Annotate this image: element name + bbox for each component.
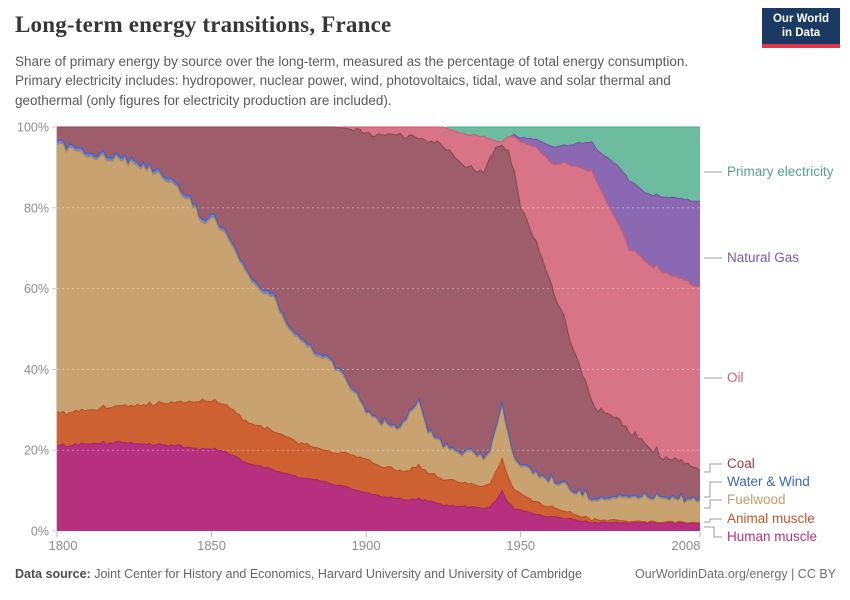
legend-label-oil[interactable]: Oil <box>727 370 744 385</box>
legend-label-water-wind[interactable]: Water & Wind <box>727 474 810 489</box>
y-axis-tick-label: 20% <box>24 444 49 458</box>
line-oil <box>338 126 701 287</box>
legend-label-animal-muscle[interactable]: Animal muscle <box>727 511 815 526</box>
line-human-muscle <box>56 440 701 525</box>
y-axis-tick-label: 80% <box>24 201 49 215</box>
line-fuelwood <box>56 142 701 505</box>
page-title: Long-term energy transitions, France <box>15 12 392 37</box>
chart-plot-area[interactable]: 0% 20% 40% 60% 80% 100% 1800 1850 1900 1950 2008 <box>17 121 701 554</box>
owid-logo-line1: Our World <box>772 12 829 25</box>
area-oil[interactable] <box>57 127 700 471</box>
data-source-label: Data source: <box>15 567 91 581</box>
area-fuelwood[interactable] <box>57 143 700 524</box>
owid-logo-line2: in Data <box>781 27 821 39</box>
owid-logo: Our World in Data <box>762 8 840 48</box>
y-axis-tick-label: 60% <box>24 282 49 296</box>
area-coal[interactable] <box>57 127 700 502</box>
legend-label-primary-electricity[interactable]: Primary electricity <box>727 164 834 179</box>
area-animal-muscle[interactable] <box>57 399 700 524</box>
connector-human-muscle <box>704 526 722 538</box>
connector-animal-muscle <box>704 518 722 523</box>
data-source-text: Joint Center for History and Economics, … <box>90 567 582 581</box>
legend-connectors <box>704 171 722 538</box>
legend-label-fuelwood[interactable]: Fuelwood <box>727 492 786 507</box>
area-primary-electricity[interactable] <box>57 127 700 202</box>
y-axis-tick-label: 0% <box>31 525 49 539</box>
y-axis-tick-label: 40% <box>24 363 49 377</box>
line-natural-gas <box>511 133 701 202</box>
line-animal-muscle <box>56 398 701 524</box>
legend-label-coal[interactable]: Coal <box>727 456 755 471</box>
line-water-wind <box>56 139 701 503</box>
line-coal <box>57 126 701 471</box>
connector-water-wind <box>704 481 722 498</box>
x-axis-tick-label: 1800 <box>49 538 78 553</box>
data-source-note: Data source: Joint Center for History an… <box>15 567 582 581</box>
y-axis-tick-label: 100% <box>17 121 49 135</box>
x-axis-tick-label: 2008 <box>672 538 701 553</box>
area-human-muscle[interactable] <box>57 441 700 531</box>
connector-fuelwood <box>704 499 722 509</box>
x-axis-tick-label: 1850 <box>197 538 226 553</box>
x-axis-tick-label: 1950 <box>506 538 535 553</box>
legend-label-natural-gas[interactable]: Natural Gas <box>727 250 800 265</box>
license-note[interactable]: OurWorldinData.org/energy | CC BY <box>634 567 836 581</box>
legend-label-human-muscle[interactable]: Human muscle <box>727 529 818 544</box>
x-axis-tick-label: 1900 <box>352 538 381 553</box>
chart-subtitle: Share of primary energy by source over t… <box>15 54 689 108</box>
connector-coal <box>704 463 722 473</box>
